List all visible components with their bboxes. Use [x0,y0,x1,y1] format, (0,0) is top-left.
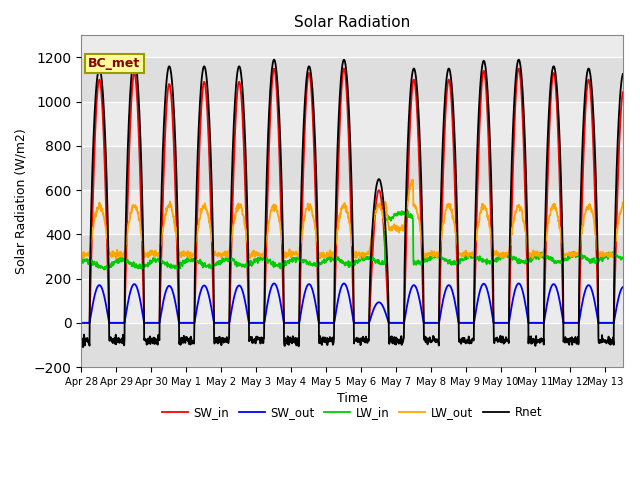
LW_out [175,246,182,252]
Bar [81,323,623,367]
SW_out [77,320,85,326]
LW_out [619,200,627,205]
LW_out [408,177,416,182]
Line: Rnet: Rnet [81,59,623,347]
Y-axis label: Solar Radiation (W/m2): Solar Radiation (W/m2) [15,128,28,274]
SW_out [283,320,291,326]
SW_in [234,88,241,94]
LW_in [77,257,85,263]
Rnet [77,340,85,346]
SW_in [283,320,291,326]
LW_in [488,260,495,265]
Rnet [79,344,87,350]
Line: SW_in: SW_in [81,69,623,323]
LW_out [356,256,364,262]
LW_out [283,253,291,259]
LW_out [185,252,193,257]
SW_out [487,304,495,310]
Rnet [131,56,138,61]
SW_in [185,320,193,326]
SW_out [515,280,522,286]
Legend: SW_in, SW_out, LW_in, LW_out, Rnet: SW_in, SW_out, LW_in, LW_out, Rnet [157,402,547,424]
Bar [81,102,623,146]
Rnet [284,341,291,347]
LW_in [283,259,291,265]
SW_out [619,284,627,290]
SW_in [487,219,495,225]
LW_out [548,207,556,213]
SW_in [77,320,85,326]
Line: SW_out: SW_out [81,283,623,323]
Bar [81,234,623,278]
Bar [81,58,623,102]
SW_out [175,316,182,322]
LW_in [185,257,193,263]
LW_out [234,208,241,214]
Rnet [234,65,242,71]
SW_in [515,66,522,72]
Bar [81,190,623,234]
Rnet [175,339,183,345]
SW_in [548,86,556,92]
LW_in [619,255,627,261]
Text: BC_met: BC_met [88,57,140,70]
Rnet [488,195,495,201]
LW_in [175,263,182,269]
SW_in [175,297,182,303]
LW_out [488,239,495,244]
LW_out [77,247,85,252]
Rnet [186,336,193,341]
SW_out [234,284,241,290]
SW_out [548,284,556,289]
LW_in [548,256,556,262]
Rnet [619,71,627,77]
Title: Solar Radiation: Solar Radiation [294,15,410,30]
Line: LW_out: LW_out [81,180,623,259]
Bar [81,278,623,323]
Bar [81,146,623,190]
Rnet [548,71,556,76]
Line: LW_in: LW_in [81,211,623,270]
LW_in [398,208,406,214]
LW_in [234,261,242,267]
LW_in [100,267,108,273]
SW_out [185,320,193,326]
X-axis label: Time: Time [337,392,367,405]
SW_in [619,89,627,95]
